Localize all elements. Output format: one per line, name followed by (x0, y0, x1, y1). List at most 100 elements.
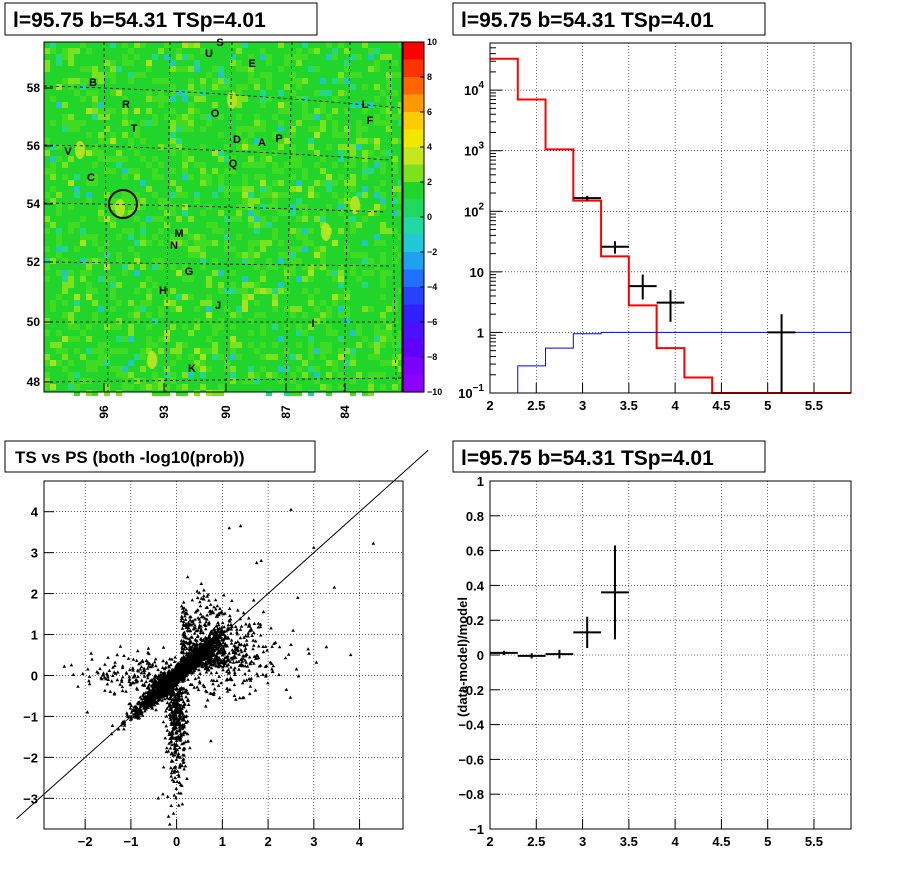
map-cell (110, 282, 116, 288)
map-cell (392, 90, 398, 96)
map-cell (200, 354, 206, 360)
map-cell (266, 186, 272, 192)
map-cell (50, 156, 56, 162)
map-cell (80, 330, 86, 336)
map-cell (368, 54, 374, 60)
map-cell (206, 318, 212, 324)
map-cell (68, 114, 74, 120)
colorbar-tick-label: 0 (427, 212, 432, 222)
map-cell (56, 84, 62, 90)
residual-ytick-label: 0.6 (466, 544, 484, 559)
map-cell (272, 324, 278, 330)
map-cell (170, 300, 176, 306)
map-cell (44, 264, 50, 270)
map-cell (170, 108, 176, 114)
map-cell (362, 84, 368, 90)
map-cell (266, 372, 272, 378)
map-cell (236, 288, 242, 294)
map-cell (326, 312, 332, 318)
map-cell (110, 108, 116, 114)
map-cell (128, 210, 134, 216)
map-cell (98, 114, 104, 120)
map-cell (236, 234, 242, 240)
map-cell (194, 306, 200, 312)
map-cell (380, 342, 386, 348)
map-cell (374, 84, 380, 90)
map-cell (320, 102, 326, 108)
map-cell (374, 186, 380, 192)
map-cell (380, 162, 386, 168)
scatter-panel: −2 −1 0 1 2 3 4 −3 −2 −1 0 1 2 3 4 (16, 449, 429, 849)
map-cell (362, 240, 368, 246)
map-cell (152, 264, 158, 270)
map-cell (248, 54, 254, 60)
map-cell (206, 312, 212, 318)
map-cell (272, 264, 278, 270)
map-cell (260, 162, 266, 168)
map-cell (182, 210, 188, 216)
map-cell (164, 42, 170, 48)
map-cell (128, 192, 134, 198)
map-cell (116, 90, 122, 96)
map-cell (128, 330, 134, 336)
map-cell (254, 240, 260, 246)
map-cell (248, 126, 254, 132)
map-cell (326, 360, 332, 366)
map-cell (314, 366, 320, 372)
colorbar-segment (403, 269, 424, 288)
map-cell (380, 90, 386, 96)
map-gridline-lon (225, 41, 233, 393)
map-cell (350, 54, 356, 60)
spectrum-ytick-label: 102 (464, 201, 484, 219)
map-cell (110, 78, 116, 84)
residual-ylabel: (data-model)/model (455, 597, 470, 717)
map-cell (194, 390, 200, 396)
map-cell (212, 150, 218, 156)
map-cell (284, 138, 290, 144)
scatter-points (62, 507, 376, 826)
map-cell (68, 228, 74, 234)
map-cell (302, 54, 308, 60)
map-cell (158, 198, 164, 204)
map-label: E (248, 58, 255, 70)
map-cell (188, 174, 194, 180)
map-cell (110, 324, 116, 330)
spectrum-ytick-label: 10 (470, 265, 484, 280)
map-cell (182, 264, 188, 270)
map-cell (368, 48, 374, 54)
map-cell (206, 174, 212, 180)
map-cell (392, 162, 398, 168)
map-cell (146, 240, 152, 246)
map-cell (182, 276, 188, 282)
map-cell (350, 84, 356, 90)
map-cell (236, 144, 242, 150)
map-cell (50, 222, 56, 228)
map-cell (200, 300, 206, 306)
map-cell (302, 216, 308, 222)
map-cell (146, 66, 152, 72)
map-cell (110, 222, 116, 228)
map-cell (200, 48, 206, 54)
map-cell (218, 186, 224, 192)
map-cell (92, 66, 98, 72)
map-cell (260, 366, 266, 372)
map-cell (392, 360, 398, 366)
map-cell (350, 270, 356, 276)
map-cell (368, 372, 374, 378)
map-cell (194, 360, 200, 366)
map-cell (320, 384, 326, 390)
map-cell (362, 174, 368, 180)
map-cell (308, 276, 314, 282)
map-cell (254, 78, 260, 84)
spectrum-xtick-label: 3.5 (620, 398, 638, 413)
scatter-xtick-label: −1 (123, 834, 138, 849)
map-cell (134, 312, 140, 318)
map-cell (362, 306, 368, 312)
map-cell (176, 354, 182, 360)
map-cell (152, 96, 158, 102)
map-cell (158, 348, 164, 354)
map-cell (242, 138, 248, 144)
map-cell (272, 354, 278, 360)
map-cell (74, 324, 80, 330)
map-cell (248, 246, 254, 252)
